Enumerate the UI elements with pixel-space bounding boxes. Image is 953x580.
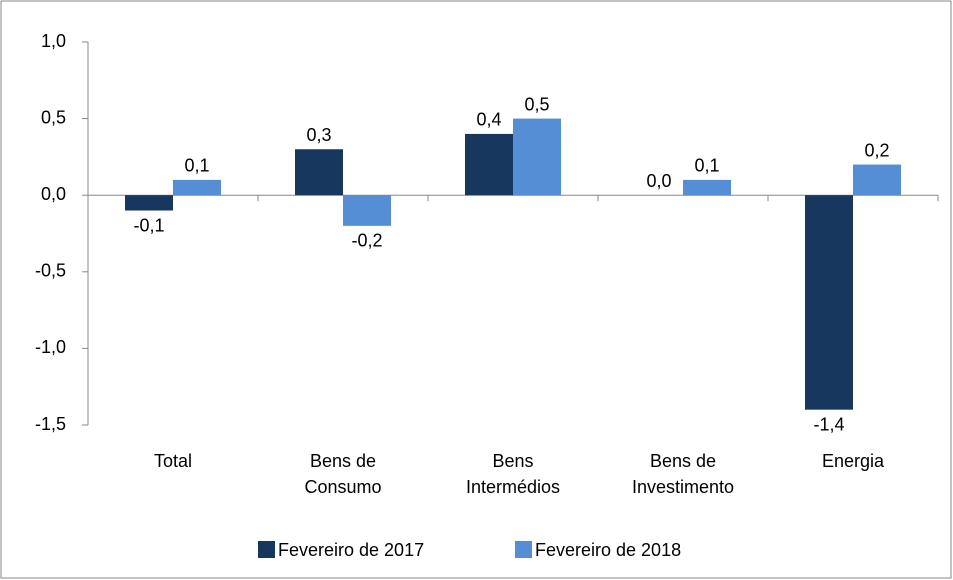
bar [683,179,731,196]
data-label: 0,4 [476,110,501,130]
x-tick-label: Energia [821,451,885,471]
data-label: -1,4 [813,414,844,434]
bar [295,149,343,196]
x-tick-label: Total [153,451,193,471]
y-tick-label: 0,0 [41,184,66,204]
legend-label: Fevereiro de 2018 [535,540,681,560]
y-tick-label: 1,0 [41,31,66,51]
x-tick-label: Bens Intermédios [465,451,561,497]
bar [513,118,561,196]
data-label: -0,1 [133,215,164,235]
legend-swatch [258,541,275,558]
bar [173,179,221,196]
bar [465,133,513,196]
data-label: 0,3 [306,125,331,145]
bar [343,195,391,226]
y-tick-label: 0,5 [41,107,66,127]
data-label: 0,1 [694,156,719,176]
data-label: 0,2 [864,140,889,160]
bar [805,195,853,410]
y-tick-label: -1,0 [35,337,66,357]
x-tick-label: Bens de Consumo [304,451,382,497]
data-label: 0,5 [524,94,549,114]
legend-label: Fevereiro de 2017 [278,540,424,560]
bar [125,195,173,211]
data-label: -0,2 [351,231,382,251]
y-tick-label: -0,5 [35,261,66,281]
data-label: 0,1 [184,156,209,176]
data-label: 0,0 [646,171,671,191]
legend-swatch [515,541,532,558]
x-tick-label: Bens de Investimento [631,451,735,497]
bar [853,164,901,196]
y-tick-label: -1,5 [35,414,66,434]
